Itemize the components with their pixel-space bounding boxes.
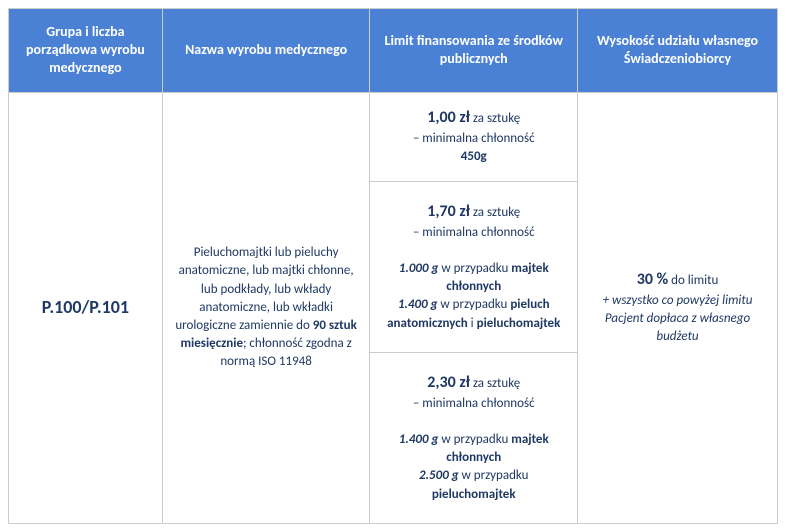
limit3-b2: pieluchomajtek — [432, 487, 516, 502]
limit2-w1: 1.000 g — [399, 261, 439, 276]
limit-cell-3: 2,30 zł za sztukę – minimalna chłonność … — [370, 352, 578, 523]
limit2-sub: – minimalna chłonność — [413, 225, 535, 240]
product-description-cell: Pieluchomajtki lub pieluchy anatomiczne,… — [162, 92, 370, 523]
limit3-w2: 2.500 g — [419, 468, 459, 483]
limit3-sub: – minimalna chłonność — [413, 396, 535, 411]
limit2-and: i — [468, 316, 477, 331]
limit2-t1: w przypadku — [438, 261, 511, 276]
limit3-t1: w przypadku — [438, 432, 511, 447]
contribution-cell: 30 % do limitu + wszystko co powyżej lim… — [578, 92, 778, 523]
header-col1: Grupa i liczba porządkowa wyrobu medyczn… — [9, 9, 163, 93]
contribution-to-limit: do limitu — [668, 273, 718, 288]
contribution-note: + wszystko co powyżej limitu Pacjent dop… — [603, 293, 753, 344]
reimbursement-table: Grupa i liczba porządkowa wyrobu medyczn… — [8, 8, 778, 524]
group-code-cell: P.100/P.101 — [9, 92, 163, 523]
limit2-per: za sztukę — [470, 205, 520, 220]
limit1-per: za sztukę — [470, 111, 520, 126]
header-col2: Nazwa wyrobu medycznego — [162, 9, 370, 93]
limit1-weight: 450g — [461, 149, 487, 164]
limit3-price: 2,30 zł — [427, 373, 470, 392]
limit2-b3: pieluchomajtek — [477, 316, 561, 331]
limit3-t2: w przypadku — [459, 468, 529, 483]
limit2-w2: 1.400 g — [398, 297, 438, 312]
table-header-row: Grupa i liczba porządkowa wyrobu medyczn… — [9, 9, 778, 93]
limit2-t2: w przypadku — [437, 297, 510, 312]
header-col4: Wysokość udziału własnego Świadczeniobio… — [578, 9, 778, 93]
limit3-per: za sztukę — [470, 376, 520, 391]
limit2-price: 1,70 zł — [427, 202, 470, 221]
header-col3: Limit finansowania ze środków publicznyc… — [370, 9, 578, 93]
limit-cell-2: 1,70 zł za sztukę – minimalna chłonność … — [370, 181, 578, 352]
limit1-sub: – minimalna chłonność — [413, 131, 535, 146]
group-code: P.100/P.101 — [42, 296, 129, 318]
limit1-price: 1,00 zł — [427, 108, 470, 127]
limit3-w1: 1.400 g — [399, 432, 439, 447]
table-row: P.100/P.101 Pieluchomajtki lub pieluchy … — [9, 92, 778, 181]
contribution-percent: 30 % — [637, 270, 669, 289]
limit-cell-1: 1,00 zł za sztukę – minimalna chłonność … — [370, 92, 578, 181]
